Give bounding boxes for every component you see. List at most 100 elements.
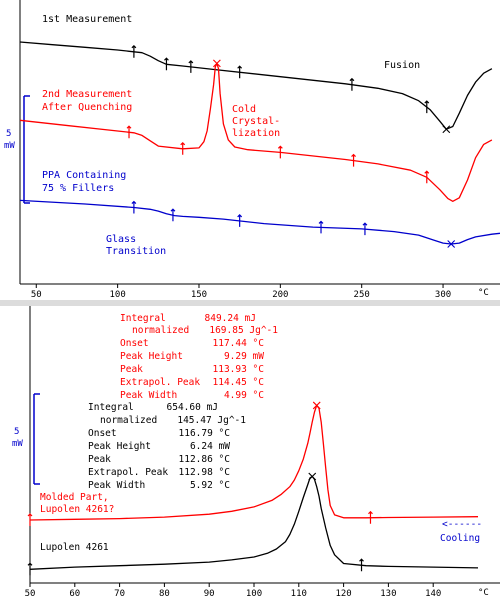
red-integral-label: Integral: [120, 313, 166, 324]
bottom-series-0-curve: [29, 404, 479, 521]
black-results-table: Integral 654.60 mJ normalized 145.47 Jg^…: [88, 402, 246, 491]
top-scale-bar: [23, 95, 30, 204]
bottom-series-0-limit-marker: [368, 510, 373, 524]
bottom-series-0-peak-mark: [312, 401, 321, 410]
top-x-tick-label: 200: [272, 290, 288, 300]
red-normalized-label: normalized: [132, 325, 189, 336]
top-series-0-limit-marker: [188, 60, 194, 73]
bottom-frame: [29, 306, 500, 584]
bottom-series-1-peak-mark: [308, 472, 317, 481]
black-normalized-value: 145.47 Jg^-1: [177, 415, 246, 426]
top-series-0-limit-marker: [131, 44, 137, 58]
top-x-unit: °C: [478, 288, 489, 298]
bottom-x-tick-label: 80: [159, 589, 170, 599]
top-series-0-curve: [19, 41, 493, 130]
top-series-2-limit-marker: [237, 214, 243, 227]
bottom-series-1-limit-marker: [27, 562, 33, 576]
top-series-1-limit-marker: [351, 153, 356, 167]
black-peak-width-value: 5.92 °C: [190, 480, 230, 491]
red-normalized-value: 169.85 Jg^-1: [209, 325, 278, 336]
red-peak-width-value: 4.99 °C: [224, 390, 264, 401]
black-onset-value: 116.79 °C: [179, 428, 230, 439]
red-peak-label: Peak: [120, 364, 143, 375]
red-extrapol-peak-label: Extrapol. Peak: [120, 377, 200, 388]
label-molded-part: Molded Part,: [40, 492, 109, 503]
label-fillers: 75 % Fillers: [42, 183, 114, 194]
bottom-x-tick-label: 100: [246, 589, 262, 599]
top-scale-value: 5: [6, 129, 11, 139]
black-peak-width-label: Peak Width: [88, 480, 145, 491]
top-series-0-limit-marker: [349, 77, 355, 91]
bottom-scale-bar: [33, 393, 40, 485]
label-cold: Cold: [232, 104, 256, 115]
top-x-tick-label: 150: [191, 290, 207, 300]
red-peak-height-value: 9.29 mW: [224, 351, 264, 362]
bottom-series-1-limit-marker: [359, 558, 364, 572]
top-series-1-limit-marker: [424, 170, 430, 184]
bottom-evaluation-markers: [27, 401, 373, 576]
top-x-tick-label: 50: [31, 290, 42, 300]
bottom-panel: 50 60 70 80 90 100 110 120 130 140 °C 5 mW Integr…: [0, 306, 500, 600]
black-peak-label: Peak: [88, 454, 111, 465]
top-series-2-curve: [19, 199, 500, 245]
top-series-1-peak-mark: [212, 59, 221, 68]
red-integral-value: 849.24 mJ: [205, 313, 256, 324]
red-peak-height-label: Peak Height: [120, 351, 183, 362]
bottom-x-unit: °C: [478, 588, 489, 598]
top-curves: [19, 41, 500, 245]
label-transition: Transition: [106, 246, 166, 257]
black-integral-label: Integral: [88, 402, 134, 413]
top-series-2-limit-marker: [318, 220, 324, 234]
red-peak-width-label: Peak Width: [120, 390, 177, 401]
top-panel: 50 100 150 200 250 300 °C 5 mW 1st Measuremen…: [4, 0, 500, 300]
label-after-quenching: After Quenching: [42, 102, 132, 113]
top-series-1-curve: [19, 62, 493, 202]
bottom-x-tick-label: 130: [380, 589, 396, 599]
top-series-0-limit-marker: [237, 65, 243, 79]
bottom-dsc-chart: 50 60 70 80 90 100 110 120 130 140 °C 5 mW Integr…: [12, 306, 500, 599]
label-fusion: Fusion: [384, 60, 420, 71]
label-crystal: Crystal-: [232, 116, 280, 127]
bottom-x-tick-label: 50: [25, 589, 36, 599]
bottom-x-tick-label: 70: [114, 589, 125, 599]
label-lization: lization: [232, 128, 280, 139]
red-extrapol-peak-value: 114.45 °C: [213, 377, 264, 388]
bottom-x-tick-label: 120: [335, 589, 351, 599]
top-dsc-chart: 50 100 150 200 250 300 °C 5 mW 1st Measuremen…: [4, 0, 500, 300]
top-series-2-limit-marker: [362, 222, 368, 236]
red-onset-label: Onset: [120, 338, 149, 349]
top-series-2-limit-marker: [170, 208, 176, 222]
label-ppa-containing: PPA Containing: [42, 170, 126, 181]
black-peak-value: 112.86 °C: [179, 454, 230, 465]
panel-divider: [0, 300, 500, 306]
black-onset-label: Onset: [88, 428, 117, 439]
top-series-0-limit-marker: [424, 100, 430, 114]
red-peak-value: 113.93 °C: [213, 364, 264, 375]
black-peak-height-label: Peak Height: [88, 441, 151, 452]
cooling-arrow: <------: [442, 519, 482, 530]
black-extrapol-peak-label: Extrapol. Peak: [88, 467, 168, 478]
label-cooling: Cooling: [440, 533, 480, 544]
top-series-1-limit-marker: [277, 145, 283, 159]
top-series-1-limit-marker: [180, 141, 186, 155]
top-series-0-peak-mark: [442, 125, 451, 134]
top-x-tick-label: 300: [435, 290, 451, 300]
top-frame: [19, 0, 500, 285]
bottom-x-tick-label: 90: [204, 589, 215, 599]
black-normalized-label: normalized: [100, 415, 157, 426]
label-1st-measurement: 1st Measurement: [42, 14, 132, 25]
bottom-x-tick-label: 60: [69, 589, 80, 599]
top-scale-unit: mW: [4, 141, 15, 151]
bottom-series-1-curve: [29, 475, 479, 570]
black-peak-height-value: 6.24 mW: [190, 441, 230, 452]
bottom-x-tick-label: 140: [425, 589, 441, 599]
label-lupolen-4261: Lupolen 4261: [40, 542, 109, 553]
top-x-tick-label: 100: [109, 290, 125, 300]
black-extrapol-peak-value: 112.98 °C: [179, 467, 230, 478]
bottom-series-0-limit-marker: [27, 513, 33, 526]
bottom-x-tick-label: 110: [291, 589, 307, 599]
label-lupolen-question: Lupolen 4261?: [40, 504, 114, 515]
bottom-scale-unit: mW: [12, 439, 23, 449]
bottom-scale-value: 5: [14, 427, 19, 437]
